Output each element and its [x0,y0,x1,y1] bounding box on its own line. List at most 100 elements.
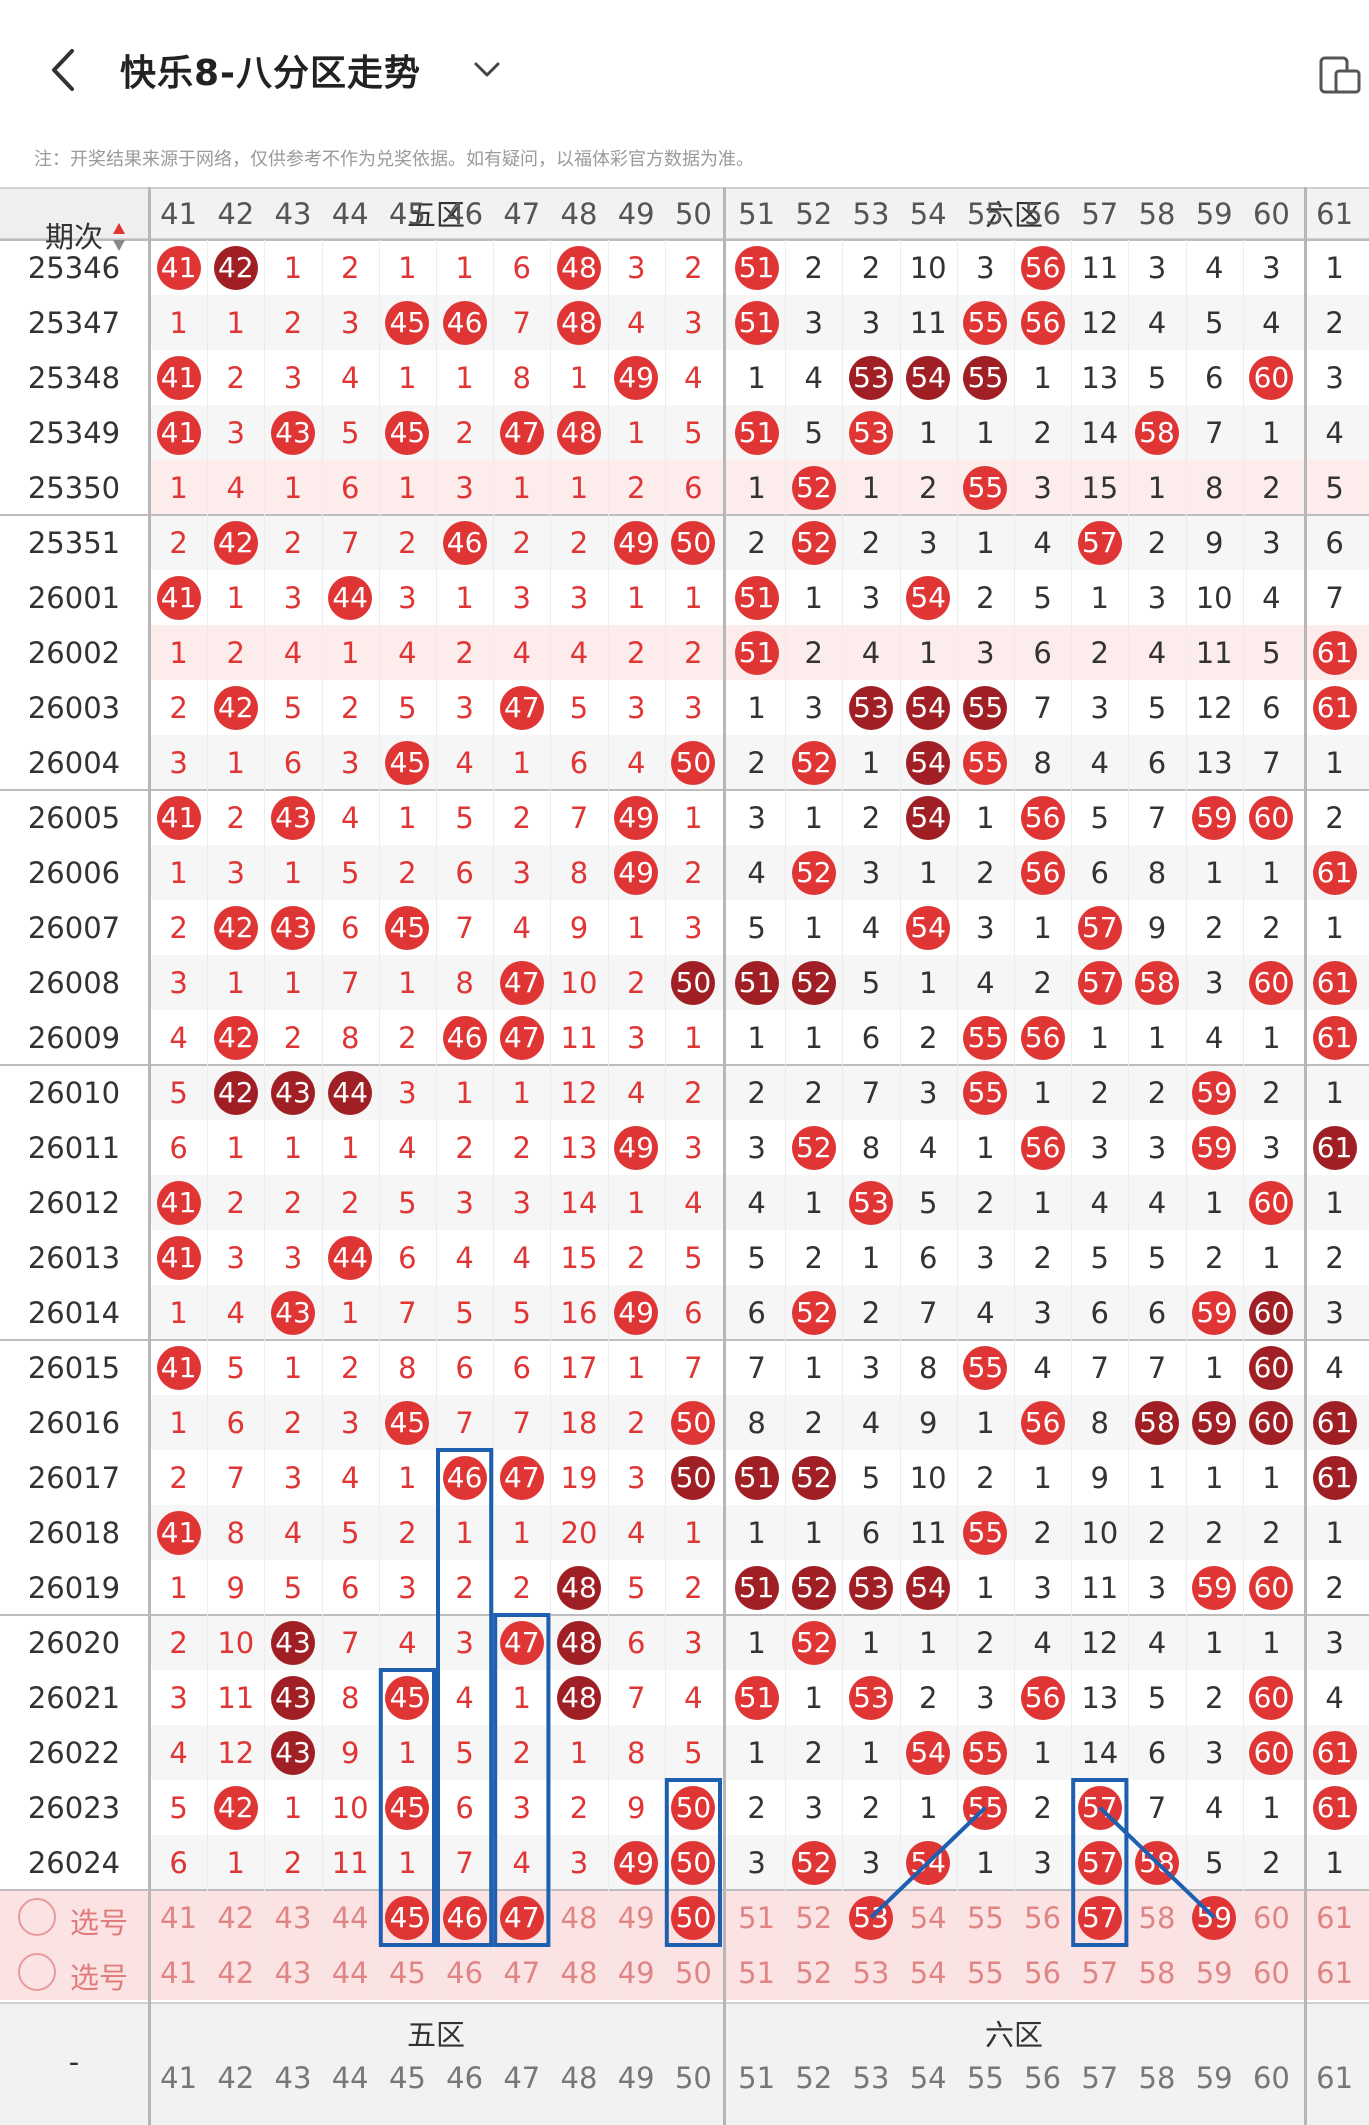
number-ball: 51 [734,410,779,455]
omission-count: 8 [512,360,531,395]
select-option[interactable]: 51 [738,1955,776,1990]
period-cell: 26014 [27,1295,121,1330]
number-ball: 43 [271,1070,315,1115]
select-option[interactable]: 46 [446,1955,484,1990]
select-option[interactable]: 57 [1081,1955,1119,1990]
select-option[interactable]: 56 [1024,1955,1062,1990]
header: 快乐8-八分区走势 [0,0,1369,140]
omission-count: 7 [1204,415,1224,450]
select-option[interactable]: 53 [852,1955,890,1990]
select-option[interactable]: 52 [795,1955,833,1990]
omission-count: 1 [804,580,823,615]
omission-count: 8 [455,965,474,1000]
picked-ball[interactable]: 50 [671,1895,716,1940]
select-option[interactable]: 59 [1195,1955,1233,1990]
number-ball: 56 [1020,1125,1065,1170]
select-option[interactable]: 48 [560,1900,598,1935]
select-option[interactable]: 51 [738,1900,776,1935]
omission-count: 6 [1262,690,1281,725]
omission-count: 5 [569,690,589,725]
omission-count: 4 [398,635,417,670]
picked-ball[interactable]: 45 [385,1895,430,1940]
select-option[interactable]: 60 [1252,1900,1290,1935]
number-ball: 53 [849,355,893,400]
omission-count: 7 [1090,1350,1109,1385]
select-option[interactable]: 45 [388,1955,426,1990]
select-option[interactable]: 47 [503,1955,541,1990]
number-ball: 55 [963,465,1008,510]
omission-count: 2 [1090,1075,1109,1110]
select-option[interactable]: 43 [274,1900,312,1935]
number-ball: 52 [791,1620,836,1665]
select-option[interactable]: 41 [160,1955,198,1990]
omission-count: 1 [569,1735,589,1770]
select-option[interactable]: 49 [617,1955,655,1990]
number-ball: 41 [156,1345,201,1390]
number-ball: 59 [1192,1070,1237,1115]
select-option[interactable]: 54 [909,1955,947,1990]
column-header-footer: 48 [560,2061,598,2095]
omission-count: 3 [861,1845,881,1880]
phone-tablet-icon[interactable] [1318,55,1362,95]
select-radio[interactable] [18,1898,56,1936]
column-divider [436,240,437,2000]
select-option[interactable]: 50 [674,1955,712,1990]
omission-count: 13 [1081,1680,1119,1715]
select-option[interactable]: 55 [966,1900,1004,1935]
select-option[interactable]: 54 [909,1900,947,1935]
select-option[interactable]: 60 [1252,1955,1290,1990]
column-header-footer: 49 [617,2061,655,2095]
period-header[interactable]: 期次 [44,220,103,254]
omission-count: 1 [804,800,823,835]
omission-count: 1 [340,635,360,670]
omission-count: 4 [455,1680,474,1715]
omission-count: 2 [1325,305,1344,340]
select-option[interactable]: 61 [1316,1900,1354,1935]
select-option[interactable]: 55 [966,1955,1004,1990]
omission-count: 2 [398,1515,417,1550]
omission-count: 7 [1147,800,1167,835]
picked-ball[interactable]: 57 [1077,1895,1122,1940]
picked-ball[interactable]: 46 [442,1895,487,1940]
omission-count: 5 [1090,1240,1109,1275]
select-option[interactable]: 58 [1138,1955,1176,1990]
select-option[interactable]: 49 [617,1900,655,1935]
number-ball: 56 [1020,1015,1065,1060]
number-ball: 53 [849,1565,893,1610]
omission-count: 2 [512,1735,531,1770]
select-option[interactable]: 44 [331,1900,369,1935]
omission-count: 3 [976,250,995,285]
omission-count: 1 [398,965,417,1000]
period-cell: 25350 [27,470,121,505]
picked-ball[interactable]: 59 [1192,1895,1237,1940]
column-divider [899,240,901,2000]
chevron-left-icon[interactable] [44,45,84,95]
picked-ball[interactable]: 47 [499,1895,544,1940]
omission-count: 1 [1204,1350,1224,1385]
select-radio[interactable] [18,1953,56,1991]
select-option[interactable]: 56 [1024,1900,1062,1935]
number-ball: 43 [271,1620,315,1665]
select-option[interactable]: 52 [795,1900,833,1935]
select-option[interactable]: 61 [1316,1955,1354,1990]
sort-icon[interactable] [112,222,126,252]
select-option[interactable]: 58 [1138,1900,1176,1935]
column-header-footer: 57 [1081,2061,1119,2095]
select-option[interactable]: 41 [160,1900,198,1935]
omission-count: 1 [455,360,474,395]
omission-count: 2 [804,1240,823,1275]
column-divider [321,240,323,2000]
select-option[interactable]: 42 [217,1955,255,1990]
select-option[interactable]: 48 [560,1955,598,1990]
period-divider [148,187,151,2125]
select-option[interactable]: 43 [274,1955,312,1990]
picked-ball[interactable]: 53 [849,1895,893,1940]
number-ball: 50 [671,1785,716,1830]
select-option[interactable]: 42 [217,1900,255,1935]
number-ball: 60 [1249,795,1294,840]
select-option[interactable]: 44 [331,1955,369,1990]
chevron-down-icon[interactable] [470,52,504,86]
omission-count: 8 [226,1515,245,1550]
number-ball: 60 [1249,1730,1294,1775]
omission-count: 1 [861,745,881,780]
